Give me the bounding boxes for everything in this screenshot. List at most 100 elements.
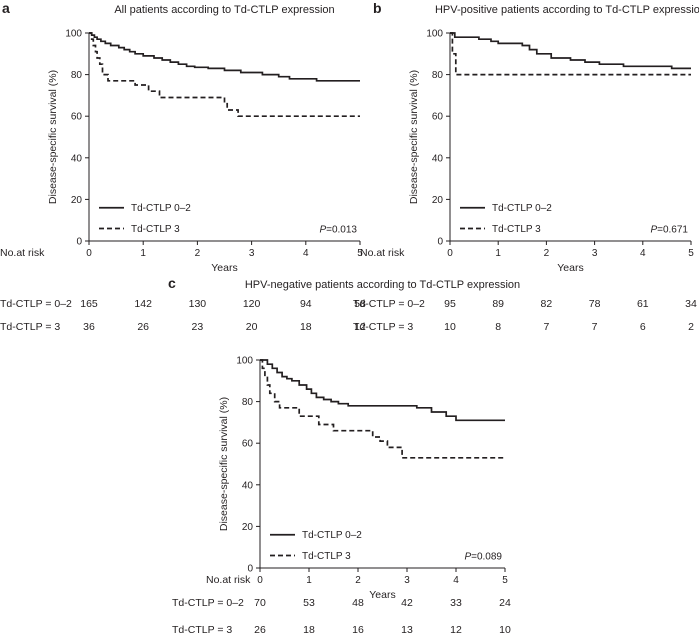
risk-count: 58 bbox=[354, 298, 366, 310]
risk-row-label: Td-CTLP = 0–2 bbox=[353, 298, 425, 310]
y-tick-label: 0 bbox=[247, 564, 253, 575]
risk-table-header: No.at risk bbox=[206, 574, 251, 586]
risk-table-header: No.at risk bbox=[360, 247, 405, 259]
risk-count: 18 bbox=[300, 321, 312, 333]
x-axis-label: Years bbox=[369, 589, 395, 601]
risk-count: 13 bbox=[401, 624, 413, 636]
panel-title: All patients according to Td-CTLP expres… bbox=[114, 4, 334, 16]
x-tick-label: 1 bbox=[140, 248, 146, 259]
legend-label: Td-CTLP 3 bbox=[302, 551, 351, 562]
risk-count: 16 bbox=[352, 624, 364, 636]
risk-count: 10 bbox=[499, 624, 511, 636]
risk-count: 18 bbox=[303, 624, 315, 636]
x-tick-label: 3 bbox=[404, 575, 410, 586]
risk-count: 120 bbox=[243, 298, 261, 310]
x-tick-label: 3 bbox=[249, 248, 255, 259]
x-tick-label: 5 bbox=[502, 575, 508, 586]
risk-count: 142 bbox=[134, 298, 152, 310]
x-tick-label: 1 bbox=[306, 575, 312, 586]
risk-count: 130 bbox=[189, 298, 207, 310]
y-tick-label: 40 bbox=[242, 480, 254, 491]
y-tick-label: 80 bbox=[432, 70, 444, 81]
x-tick-label: 0 bbox=[86, 248, 92, 259]
survival-curve-td-ctlp-3 bbox=[260, 359, 505, 459]
panel-b: b HPV-positive patients according to Td-C… bbox=[353, 0, 699, 333]
p-value-number: =0.671 bbox=[657, 225, 688, 236]
risk-count: 89 bbox=[492, 298, 504, 310]
x-tick-label: 3 bbox=[592, 248, 598, 259]
panel-title: HPV-positive patients according to Td-CT… bbox=[435, 4, 699, 16]
p-value: P=0.089 bbox=[464, 552, 502, 563]
risk-count: 12 bbox=[450, 624, 462, 636]
y-axis-label: Disease-specific survival (%) bbox=[218, 397, 230, 531]
survival-curve-td-ctlp-0-2 bbox=[450, 32, 691, 70]
risk-count: 12 bbox=[354, 321, 366, 333]
risk-count: 70 bbox=[254, 597, 266, 609]
survival-curve-td-ctlp-3 bbox=[89, 32, 360, 118]
y-tick-label: 0 bbox=[437, 237, 443, 248]
legend-label: Td-CTLP 3 bbox=[492, 224, 541, 235]
legend-label: Td-CTLP 0–2 bbox=[131, 203, 191, 214]
y-tick-label: 60 bbox=[432, 112, 444, 123]
x-tick-label: 4 bbox=[303, 248, 309, 259]
risk-count: 23 bbox=[192, 321, 204, 333]
risk-count: 165 bbox=[80, 298, 98, 310]
risk-count: 2 bbox=[688, 321, 694, 333]
risk-count: 34 bbox=[685, 298, 697, 310]
p-value: P=0.671 bbox=[650, 225, 688, 236]
panel-letter: a bbox=[2, 0, 10, 16]
y-tick-label: 40 bbox=[71, 153, 83, 164]
p-value-symbol: P bbox=[319, 225, 326, 236]
risk-count: 61 bbox=[637, 298, 649, 310]
risk-count: 7 bbox=[543, 321, 549, 333]
panel-letter: c bbox=[168, 275, 176, 291]
panel-c: c HPV-negative patients according to Td-C… bbox=[168, 275, 520, 636]
risk-table-header: No.at risk bbox=[0, 247, 45, 259]
y-tick-label: 0 bbox=[76, 237, 82, 248]
risk-row-label: Td-CTLP = 3 bbox=[172, 624, 232, 636]
y-tick-label: 80 bbox=[242, 397, 254, 408]
risk-count: 26 bbox=[137, 321, 149, 333]
risk-count: 8 bbox=[495, 321, 501, 333]
p-value-number: =0.013 bbox=[326, 225, 357, 236]
survival-curve-td-ctlp-0-2 bbox=[89, 32, 360, 82]
survival-curve-td-ctlp-3 bbox=[450, 32, 691, 76]
y-tick-label: 60 bbox=[71, 112, 83, 123]
legend-label: Td-CTLP 3 bbox=[131, 224, 180, 235]
p-value-symbol: P bbox=[650, 225, 657, 236]
y-tick-label: 100 bbox=[426, 29, 443, 40]
risk-row-label: Td-CTLP = 0–2 bbox=[0, 298, 72, 310]
risk-count: 82 bbox=[541, 298, 553, 310]
panel-title: HPV-negative patients according to Td-CT… bbox=[245, 279, 520, 291]
x-axis-label: Years bbox=[557, 262, 583, 274]
risk-count: 94 bbox=[300, 298, 312, 310]
risk-count: 36 bbox=[83, 321, 95, 333]
y-tick-label: 20 bbox=[432, 195, 444, 206]
survival-curve-td-ctlp-0-2 bbox=[260, 359, 505, 422]
risk-count: 10 bbox=[444, 321, 456, 333]
p-value: P=0.013 bbox=[319, 225, 357, 236]
x-axis-label: Years bbox=[211, 262, 237, 274]
y-axis-label: Disease-specific survival (%) bbox=[47, 70, 59, 204]
y-tick-label: 20 bbox=[71, 195, 83, 206]
y-tick-label: 40 bbox=[432, 153, 444, 164]
risk-count: 6 bbox=[640, 321, 646, 333]
x-tick-label: 0 bbox=[257, 575, 263, 586]
risk-count: 26 bbox=[254, 624, 266, 636]
y-tick-label: 100 bbox=[65, 29, 82, 40]
risk-count: 20 bbox=[246, 321, 258, 333]
y-tick-label: 20 bbox=[242, 522, 254, 533]
risk-count: 42 bbox=[401, 597, 413, 609]
risk-count: 95 bbox=[444, 298, 456, 310]
panel-a: a All patients according to Td-CTLP expre… bbox=[0, 0, 366, 333]
y-tick-label: 100 bbox=[236, 356, 253, 367]
risk-count: 7 bbox=[592, 321, 598, 333]
x-tick-label: 2 bbox=[195, 248, 201, 259]
x-tick-label: 4 bbox=[640, 248, 646, 259]
risk-row-label: Td-CTLP = 3 bbox=[353, 321, 413, 333]
y-tick-label: 60 bbox=[242, 439, 254, 450]
legend-label: Td-CTLP 0–2 bbox=[302, 530, 362, 541]
p-value-number: =0.089 bbox=[471, 552, 502, 563]
risk-row-label: Td-CTLP = 0–2 bbox=[172, 597, 244, 609]
